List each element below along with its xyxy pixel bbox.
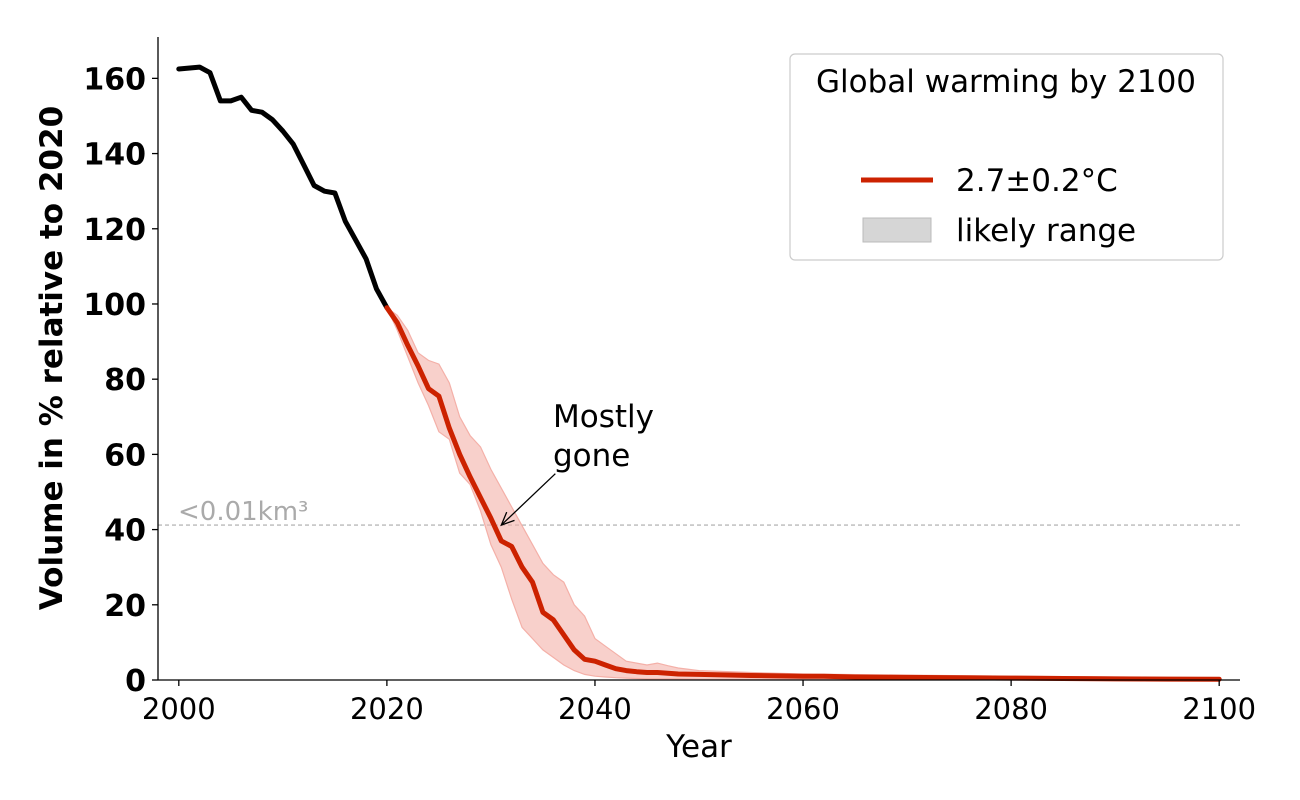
annotation-arrow-head bbox=[500, 511, 515, 527]
legend: Global warming by 2100 2.7±0.2°C likely … bbox=[789, 53, 1224, 261]
x-tick-label: 2080 bbox=[974, 692, 1048, 726]
y-tick-label: 20 bbox=[104, 589, 146, 624]
y-tick-label: 100 bbox=[83, 288, 146, 323]
y-tick-label: 140 bbox=[83, 138, 146, 173]
y-tick-label: 160 bbox=[83, 62, 146, 97]
legend-title: Global warming by 2100 bbox=[816, 64, 1196, 100]
plot-area bbox=[158, 64, 1240, 682]
legend-patch-swatch bbox=[862, 217, 932, 243]
y-axis-title: Volume in % relative to 2020 bbox=[34, 106, 70, 610]
y-tick-label: 120 bbox=[83, 213, 146, 248]
x-tick-label: 2060 bbox=[766, 692, 840, 726]
y-tick-label: 80 bbox=[104, 363, 146, 398]
x-tick-label: 2020 bbox=[350, 692, 424, 726]
y-tick-label: 60 bbox=[104, 438, 146, 473]
threshold-label: <0.01km³ bbox=[178, 497, 308, 527]
observed-series-line bbox=[176, 64, 390, 311]
annotation-text-line2: gone bbox=[553, 438, 630, 474]
legend-entry-likely-range: likely range bbox=[956, 213, 1136, 249]
x-tick-label: 2040 bbox=[558, 692, 632, 726]
y-tick-label: 40 bbox=[104, 514, 146, 549]
legend-frame bbox=[789, 53, 1224, 261]
axes: 2000 2020 2040 2060 2080 21000204060801001201… bbox=[83, 37, 1256, 726]
x-tick-label: 2000 bbox=[142, 692, 216, 726]
x-tick-label: 2100 bbox=[1182, 692, 1256, 726]
projection-series-line bbox=[384, 305, 1222, 682]
likely-range-band bbox=[385, 305, 1220, 681]
annotation-arrow-shaft bbox=[500, 473, 556, 526]
x-axis-title: Year bbox=[665, 729, 732, 765]
legend-entry-projection: 2.7±0.2°C bbox=[956, 163, 1118, 199]
annotation-text-line1: Mostly bbox=[553, 399, 654, 435]
y-tick-label: 0 bbox=[125, 664, 146, 699]
